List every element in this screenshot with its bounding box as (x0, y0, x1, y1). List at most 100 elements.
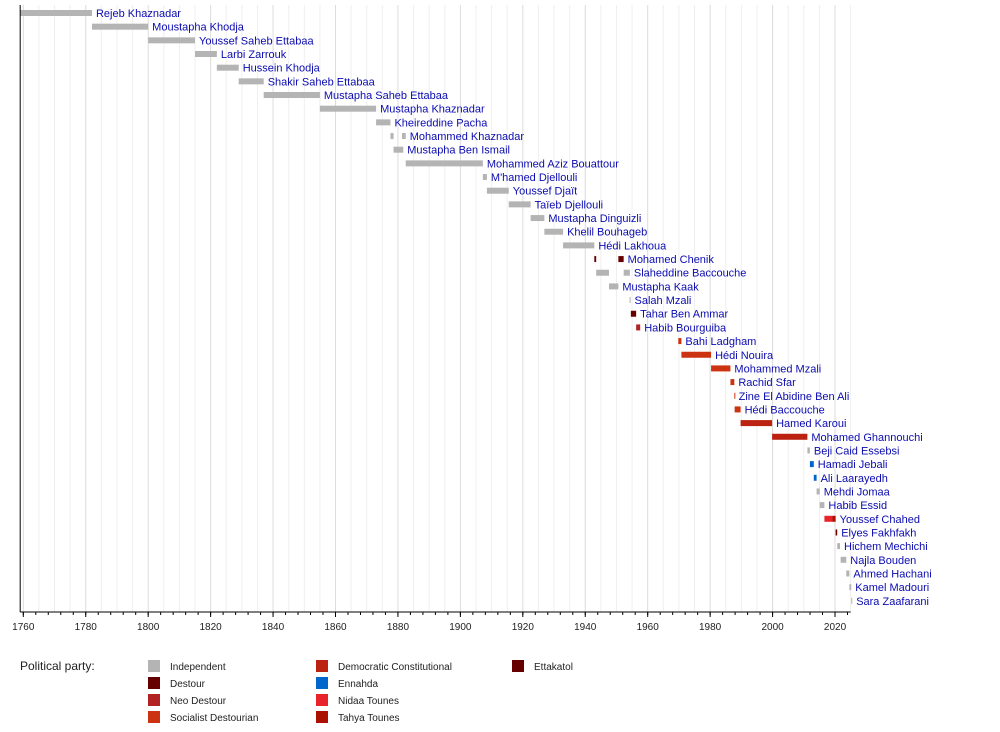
bars (20, 10, 853, 604)
row-label: Taïeb Djellouli (535, 199, 603, 211)
legend-swatch (316, 694, 328, 706)
row-label: Salah Mzali (635, 295, 692, 307)
tick-label: 1980 (699, 622, 722, 633)
term-bar (263, 92, 320, 99)
term-bar (740, 420, 773, 427)
row-label: Kheireddine Pacha (394, 117, 488, 129)
term-bar (837, 543, 841, 550)
term-bar (734, 392, 736, 399)
tick-label: 1760 (12, 622, 35, 633)
row-label: Mohammed Khaznadar (410, 131, 525, 143)
row-label: Youssef Djaït (513, 186, 577, 198)
legend-label: Democratic Constitutional (338, 662, 452, 673)
legend-swatch (316, 677, 328, 689)
gridlines (22, 5, 852, 612)
term-bar (618, 256, 624, 263)
term-bar (623, 269, 630, 276)
term-bar (636, 324, 641, 331)
term-bar (319, 105, 377, 112)
tick-label: 1940 (574, 622, 597, 633)
tick-label: 1860 (324, 622, 347, 633)
term-bar (216, 64, 239, 71)
row-label: Habib Essid (828, 500, 887, 512)
tick-label: 1800 (137, 622, 160, 633)
term-bar (594, 256, 597, 263)
legend-swatch (316, 711, 328, 723)
row-label: Mustapha Dinguizli (548, 213, 641, 225)
legend-title: Political party: (20, 659, 95, 673)
tick-label: 1820 (199, 622, 222, 633)
term-bar (851, 597, 853, 604)
term-bar (608, 283, 619, 290)
term-bar (390, 133, 394, 140)
row-label: Mustapha Kaak (622, 281, 699, 293)
row-label: Kamel Madouri (855, 582, 929, 594)
row-label: Sara Zaafarani (856, 596, 929, 608)
legend-label: Ettakatol (534, 662, 573, 673)
legend-swatch (148, 711, 160, 723)
tick-label: 2000 (761, 622, 784, 633)
term-bar (596, 269, 609, 276)
tick-label: 1900 (449, 622, 472, 633)
term-bar (401, 133, 406, 140)
row-label: Hédi Baccouche (745, 404, 825, 416)
row-label: Hamadi Jebali (818, 459, 888, 471)
legend-label: Socialist Destourian (170, 713, 258, 724)
row-label: Elyes Fakhfakh (841, 527, 916, 539)
term-bar (772, 433, 808, 440)
row-label: Tahar Ben Ammar (640, 309, 728, 321)
term-bar (809, 461, 814, 468)
row-label: Najla Bouden (850, 555, 916, 567)
term-bar (508, 201, 531, 208)
legend-label: Neo Destour (170, 696, 227, 707)
term-bar (819, 502, 825, 509)
row-label: Rachid Sfar (738, 377, 796, 389)
term-bar (711, 365, 731, 372)
row-label: Hichem Mechichi (844, 541, 928, 553)
term-bar (563, 242, 595, 249)
row-label: Larbi Zarrouk (221, 49, 287, 61)
row-label: Youssef Saheb Ettabaa (199, 35, 314, 47)
legend: Political party: Independent Destour Neo D… (20, 659, 573, 724)
term-bar (835, 529, 838, 536)
term-bar (678, 338, 682, 345)
legend-swatch (316, 660, 328, 672)
tick-label: 1920 (512, 622, 535, 633)
row-label: Mustapha Khaznadar (380, 104, 485, 116)
row-label: Hédi Lakhoua (598, 240, 667, 252)
row-label: Khelil Bouhageb (567, 227, 647, 239)
term-bar (681, 351, 712, 358)
row-label: Habib Bourguiba (644, 322, 727, 334)
term-bar (730, 379, 735, 386)
legend-swatch (148, 694, 160, 706)
row-label: Moustapha Khodja (152, 22, 245, 34)
term-bar (630, 310, 637, 317)
legend-label: Independent (170, 662, 226, 673)
legend-label: Destour (170, 679, 206, 690)
term-bar (849, 584, 852, 591)
term-bar (376, 119, 391, 126)
term-bar (20, 10, 92, 16)
tick-label: 1960 (637, 622, 660, 633)
row-label: M'hamed Djellouli (491, 172, 577, 184)
term-bar (148, 37, 196, 44)
row-label: Hamed Karoui (776, 418, 846, 430)
row-label: Mustapha Ben Ismail (407, 145, 510, 157)
row-label: Mehdi Jomaa (824, 486, 891, 498)
row-label: Mohammed Mzali (734, 363, 821, 375)
tick-label: 2020 (824, 622, 847, 633)
row-label: Slaheddine Baccouche (634, 268, 747, 280)
row-label: Shakir Saheb Ettabaa (268, 76, 376, 88)
term-bar (846, 570, 850, 577)
row-label: Youssef Chahed (840, 514, 920, 526)
term-bar (813, 474, 817, 481)
legend-label: Ennahda (338, 679, 378, 690)
term-bar (824, 515, 833, 522)
term-bar (393, 146, 404, 153)
row-label: Mustapha Saheb Ettabaa (324, 90, 449, 102)
row-label: Mohamed Chenik (628, 254, 715, 266)
x-axis: 1760 1780 1800 1820 1840 1860 1880 1900 1920 1940… (12, 5, 851, 633)
row-label: Rejeb Khaznadar (96, 8, 181, 20)
